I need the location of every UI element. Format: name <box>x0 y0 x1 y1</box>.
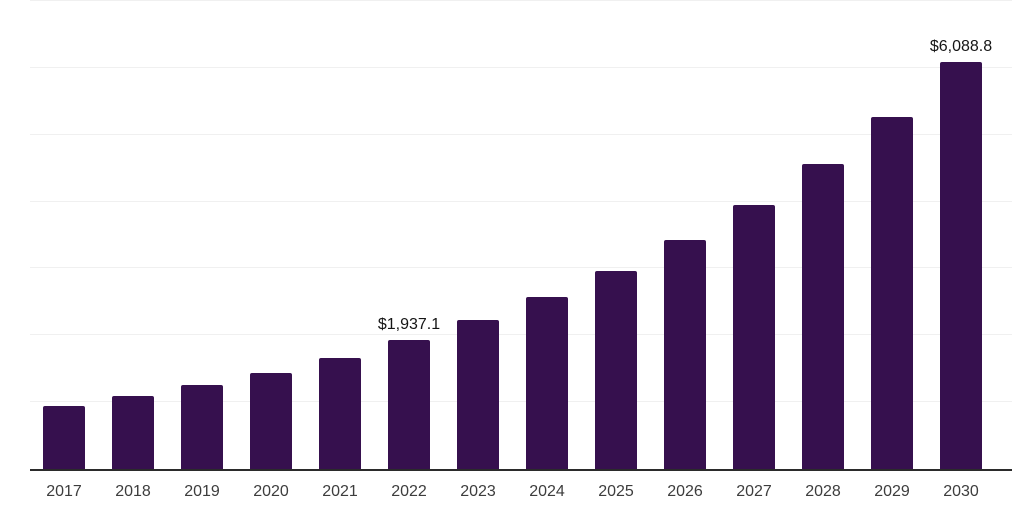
x-tick-label-2024: 2024 <box>529 483 565 500</box>
bar-slot-2021 <box>319 358 361 469</box>
bar-2020 <box>250 373 292 469</box>
x-axis-labels: 2017 2018 2019 2020 2021 2022 2023 2024 2025 2026… <box>43 483 982 501</box>
bar-value-label-2030: $6,088.8 <box>929 37 993 55</box>
bar-value-label-2022: $1,937.1 <box>377 315 441 333</box>
x-tick-label-2023: 2023 <box>460 483 496 500</box>
bar-2021 <box>319 358 361 469</box>
gridline <box>30 0 1012 1</box>
x-tick-label-2030: 2030 <box>943 483 979 500</box>
bar-slot-2029 <box>871 117 913 469</box>
plot-area: $1,937.1 $6,088.8 <box>30 0 1012 469</box>
x-tick-label-2018: 2018 <box>115 483 151 500</box>
gridline <box>30 133 1012 135</box>
bar-slot-2030: $6,088.8 <box>930 38 992 469</box>
gridline <box>30 267 1012 269</box>
gridline <box>30 66 1012 68</box>
bar-2025 <box>595 270 637 469</box>
bar-2023 <box>457 319 499 469</box>
bars: $1,937.1 $6,088.8 <box>43 38 992 469</box>
bar-slot-2018 <box>112 396 154 469</box>
gridline <box>30 401 1012 403</box>
gridline <box>30 200 1012 202</box>
bar-slot-2026 <box>664 240 706 469</box>
bar-2017 <box>43 406 85 469</box>
bar-2029 <box>871 117 913 469</box>
bar-slot-2020 <box>250 373 292 469</box>
gridline <box>30 334 1012 336</box>
bar-slot-2025 <box>595 270 637 469</box>
bar-2024 <box>526 297 568 469</box>
x-tick-label-2020: 2020 <box>253 483 289 500</box>
bar-slot-2023 <box>457 319 499 469</box>
bar-slot-2017 <box>43 406 85 469</box>
bar-2018 <box>112 396 154 469</box>
bar-2028 <box>802 164 844 469</box>
x-tick-label-2021: 2021 <box>322 483 358 500</box>
bar-2019 <box>181 385 223 469</box>
bar-slot-2024 <box>526 297 568 469</box>
x-tick-label-2027: 2027 <box>736 483 772 500</box>
bar-slot-2028 <box>802 164 844 469</box>
bar-2030 <box>940 61 982 469</box>
x-tick-label-2029: 2029 <box>874 483 910 500</box>
x-tick-label-2019: 2019 <box>184 483 220 500</box>
x-tick-label-2022: 2022 <box>391 483 427 500</box>
x-tick-label-2025: 2025 <box>598 483 634 500</box>
x-tick-label-2026: 2026 <box>667 483 703 500</box>
bar-slot-2027 <box>733 204 775 469</box>
bar-2027 <box>733 204 775 469</box>
bar-slot-2019 <box>181 385 223 469</box>
bar-2026 <box>664 240 706 469</box>
bar-2022 <box>388 339 430 469</box>
x-tick-label-2017: 2017 <box>46 483 82 500</box>
x-tick-label-2028: 2028 <box>805 483 841 500</box>
x-axis-line <box>30 469 1012 471</box>
bar-slot-2022: $1,937.1 <box>378 316 440 469</box>
